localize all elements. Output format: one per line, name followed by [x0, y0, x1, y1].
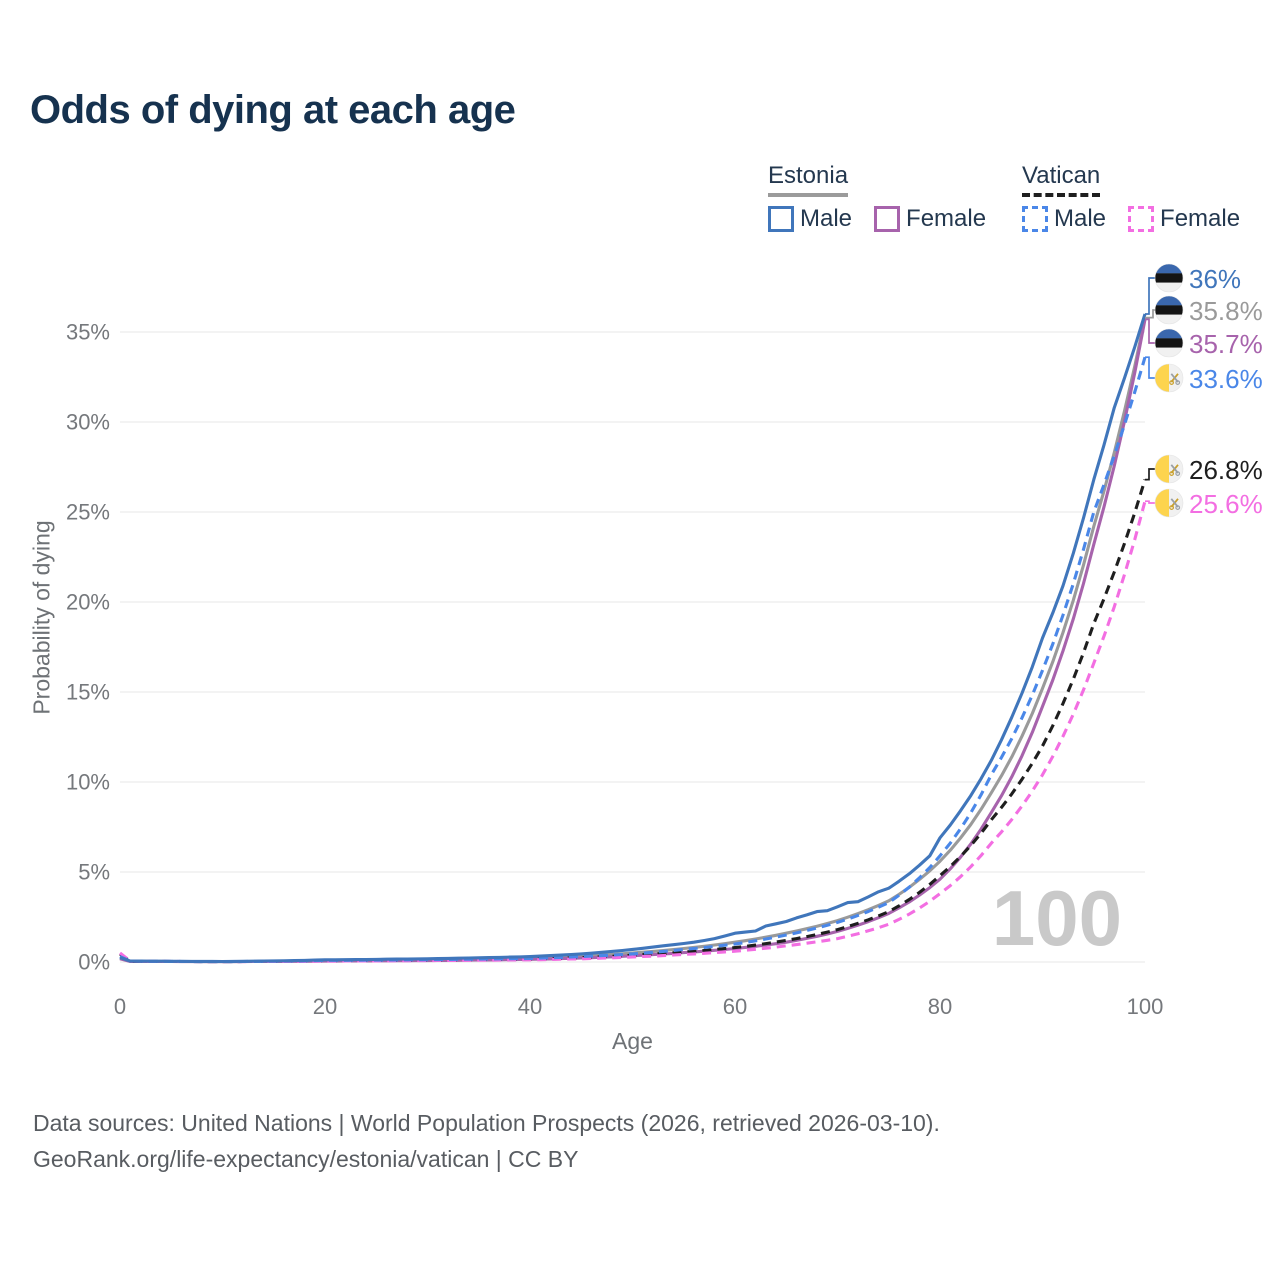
legend-title-vatican[interactable]: Vatican — [1022, 162, 1101, 197]
vatican-key-gold-bow — [1169, 471, 1174, 476]
vatican-flag-icon — [1154, 363, 1184, 393]
vatican-flag-icon — [1154, 454, 1184, 484]
x-tick-label-100: 100 — [1127, 994, 1164, 1019]
end-value-label-vatican_female: 25.6% — [1189, 489, 1263, 519]
legend: Estonia Male Female Vatican Male — [0, 162, 1280, 242]
leader-line-estonia_female — [1145, 318, 1156, 344]
estonia-flag-icon — [1154, 295, 1184, 325]
y-tick-label-0: 0% — [78, 950, 110, 975]
series-line-vatican_male — [119, 356, 1147, 964]
y-tick-label-25: 25% — [66, 500, 110, 525]
y-tick-label-35: 35% — [66, 320, 110, 345]
x-tick-label-40: 40 — [518, 994, 542, 1019]
y-tick-label-30: 30% — [66, 410, 110, 435]
legend-label: Female — [1160, 205, 1241, 232]
x-axis-title: Age — [612, 1028, 653, 1054]
x-tick-label-60: 60 — [723, 994, 747, 1019]
flag-border — [1154, 263, 1184, 293]
end-value-label-estonia_female: 35.7% — [1189, 329, 1263, 359]
estonia-flag-icon — [1154, 328, 1184, 358]
leader-line-vatican_male — [1145, 356, 1156, 379]
legend-items-vatican: Male Female — [1022, 205, 1240, 233]
vatican-female-swatch-icon — [1128, 206, 1155, 232]
estonia-flag-icon — [1154, 263, 1184, 293]
legend-group-estonia: Estonia Male Female — [768, 162, 986, 233]
legend-item-vatican-female[interactable]: Female — [1128, 205, 1240, 233]
legend-label: Female — [906, 205, 987, 232]
flag-fill — [1155, 489, 1183, 517]
flag-stripe-white — [1155, 347, 1183, 357]
page-title: Odds of dying at each age — [30, 88, 516, 132]
end-value-label-vatican_male: 33.6% — [1189, 364, 1263, 394]
flag-fill — [1155, 264, 1183, 292]
vatican-key-gray-bow — [1175, 471, 1181, 476]
legend-item-estonia-female[interactable]: Female — [874, 205, 986, 233]
data-sources-text: Data sources: United Nations | World Pop… — [33, 1110, 940, 1136]
flag-stripe-black — [1155, 338, 1183, 348]
flag-half-white — [1169, 364, 1183, 392]
legend-label: Male — [1054, 205, 1107, 232]
leader-line-vatican_total — [1145, 468, 1156, 481]
flag-border — [1154, 363, 1184, 393]
end-value-label-vatican_total: 26.8% — [1189, 455, 1263, 485]
y-tick-label-10: 10% — [66, 770, 110, 795]
x-tick-label-20: 20 — [313, 994, 337, 1019]
flag-stripe-blue — [1155, 264, 1183, 274]
x-tick-label-80: 80 — [928, 994, 952, 1019]
flag-border — [1154, 454, 1184, 484]
flag-border — [1154, 328, 1184, 358]
leader-line-estonia_male — [1145, 277, 1156, 315]
source-url-text[interactable]: GeoRank.org/life-expectancy/estonia/vati… — [33, 1146, 579, 1172]
flag-stripe-white — [1155, 282, 1183, 292]
flag-half-gold — [1155, 455, 1169, 483]
flag-half-gold — [1155, 489, 1169, 517]
flag-fill — [1155, 329, 1183, 357]
y-tick-label-5: 5% — [78, 860, 110, 885]
vatican-key-gold-bow — [1169, 505, 1174, 510]
legend-items-estonia: Male Female — [768, 205, 986, 233]
flag-half-white — [1169, 489, 1183, 517]
legend-item-estonia-male[interactable]: Male — [768, 205, 852, 233]
y-tick-label-20: 20% — [66, 590, 110, 615]
flag-stripe-blue — [1155, 296, 1183, 306]
vatican-key-gold-bow — [1169, 380, 1174, 385]
vatican-male-swatch-icon — [1022, 206, 1048, 232]
estonia-male-swatch-icon — [768, 206, 794, 232]
vatican-key-gray-bow — [1175, 505, 1181, 510]
flag-border — [1154, 295, 1184, 325]
y-tick-label-15: 15% — [66, 680, 110, 705]
vatican-key-gray-bow — [1175, 380, 1181, 385]
legend-title-estonia[interactable]: Estonia — [768, 162, 849, 197]
flag-stripe-blue — [1155, 329, 1183, 339]
flag-stripe-black — [1155, 305, 1183, 315]
flag-fill — [1155, 455, 1183, 483]
watermark-age-indicator: 100 — [992, 874, 1122, 962]
flag-fill — [1155, 296, 1183, 324]
legend-item-vatican-male[interactable]: Male — [1022, 205, 1106, 233]
series-line-estonia_female — [119, 319, 1147, 964]
estonia-female-swatch-icon — [874, 206, 901, 232]
y-axis-title: Probability of dying — [28, 520, 55, 715]
x-tick-label-0: 0 — [114, 994, 126, 1019]
vatican-flag-icon — [1154, 488, 1184, 518]
flag-half-white — [1169, 455, 1183, 483]
flag-stripe-white — [1155, 314, 1183, 324]
end-value-label-estonia_male: 36% — [1189, 264, 1241, 294]
legend-group-vatican: Vatican Male Female — [1022, 162, 1240, 233]
series-line-estonia_male — [119, 313, 1147, 964]
legend-label: Male — [800, 205, 853, 232]
flag-fill — [1155, 364, 1183, 392]
flag-half-gold — [1155, 364, 1169, 392]
flag-border — [1154, 488, 1184, 518]
leader-line-vatican_female — [1145, 500, 1156, 504]
series-line-estonia_total — [119, 317, 1147, 964]
flag-stripe-black — [1155, 273, 1183, 283]
end-value-label-estonia_total: 35.8% — [1189, 296, 1263, 326]
